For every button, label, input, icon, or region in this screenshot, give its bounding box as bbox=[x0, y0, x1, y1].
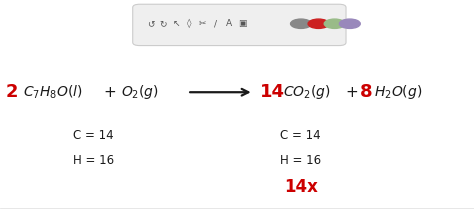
Circle shape bbox=[324, 19, 345, 28]
Text: ↻: ↻ bbox=[160, 19, 167, 28]
Text: ◊: ◊ bbox=[187, 19, 192, 28]
Text: $H_2O(g)$: $H_2O(g)$ bbox=[374, 83, 422, 101]
Text: C = 14: C = 14 bbox=[73, 129, 114, 142]
Text: +: + bbox=[345, 85, 358, 100]
Text: H = 16: H = 16 bbox=[280, 153, 321, 167]
Text: ✂: ✂ bbox=[199, 19, 206, 28]
Text: /: / bbox=[214, 19, 217, 28]
Text: ↺: ↺ bbox=[147, 19, 155, 28]
Text: C = 14: C = 14 bbox=[280, 129, 320, 142]
Text: 2: 2 bbox=[6, 83, 18, 101]
Text: 14x: 14x bbox=[284, 178, 318, 195]
Text: $C_7H_8O(l)$: $C_7H_8O(l)$ bbox=[23, 84, 82, 101]
Text: ▣: ▣ bbox=[238, 19, 246, 28]
Circle shape bbox=[291, 19, 311, 28]
Circle shape bbox=[308, 19, 329, 28]
Text: A: A bbox=[226, 19, 232, 28]
Text: 8: 8 bbox=[360, 83, 373, 101]
Text: $CO_2(g)$: $CO_2(g)$ bbox=[283, 83, 331, 101]
Text: 14: 14 bbox=[260, 83, 285, 101]
Text: H = 16: H = 16 bbox=[73, 153, 115, 167]
Text: +: + bbox=[103, 85, 116, 100]
FancyBboxPatch shape bbox=[133, 4, 346, 46]
Text: $O_2(g)$: $O_2(g)$ bbox=[121, 83, 159, 101]
Circle shape bbox=[339, 19, 360, 28]
Text: ↖: ↖ bbox=[173, 19, 181, 28]
